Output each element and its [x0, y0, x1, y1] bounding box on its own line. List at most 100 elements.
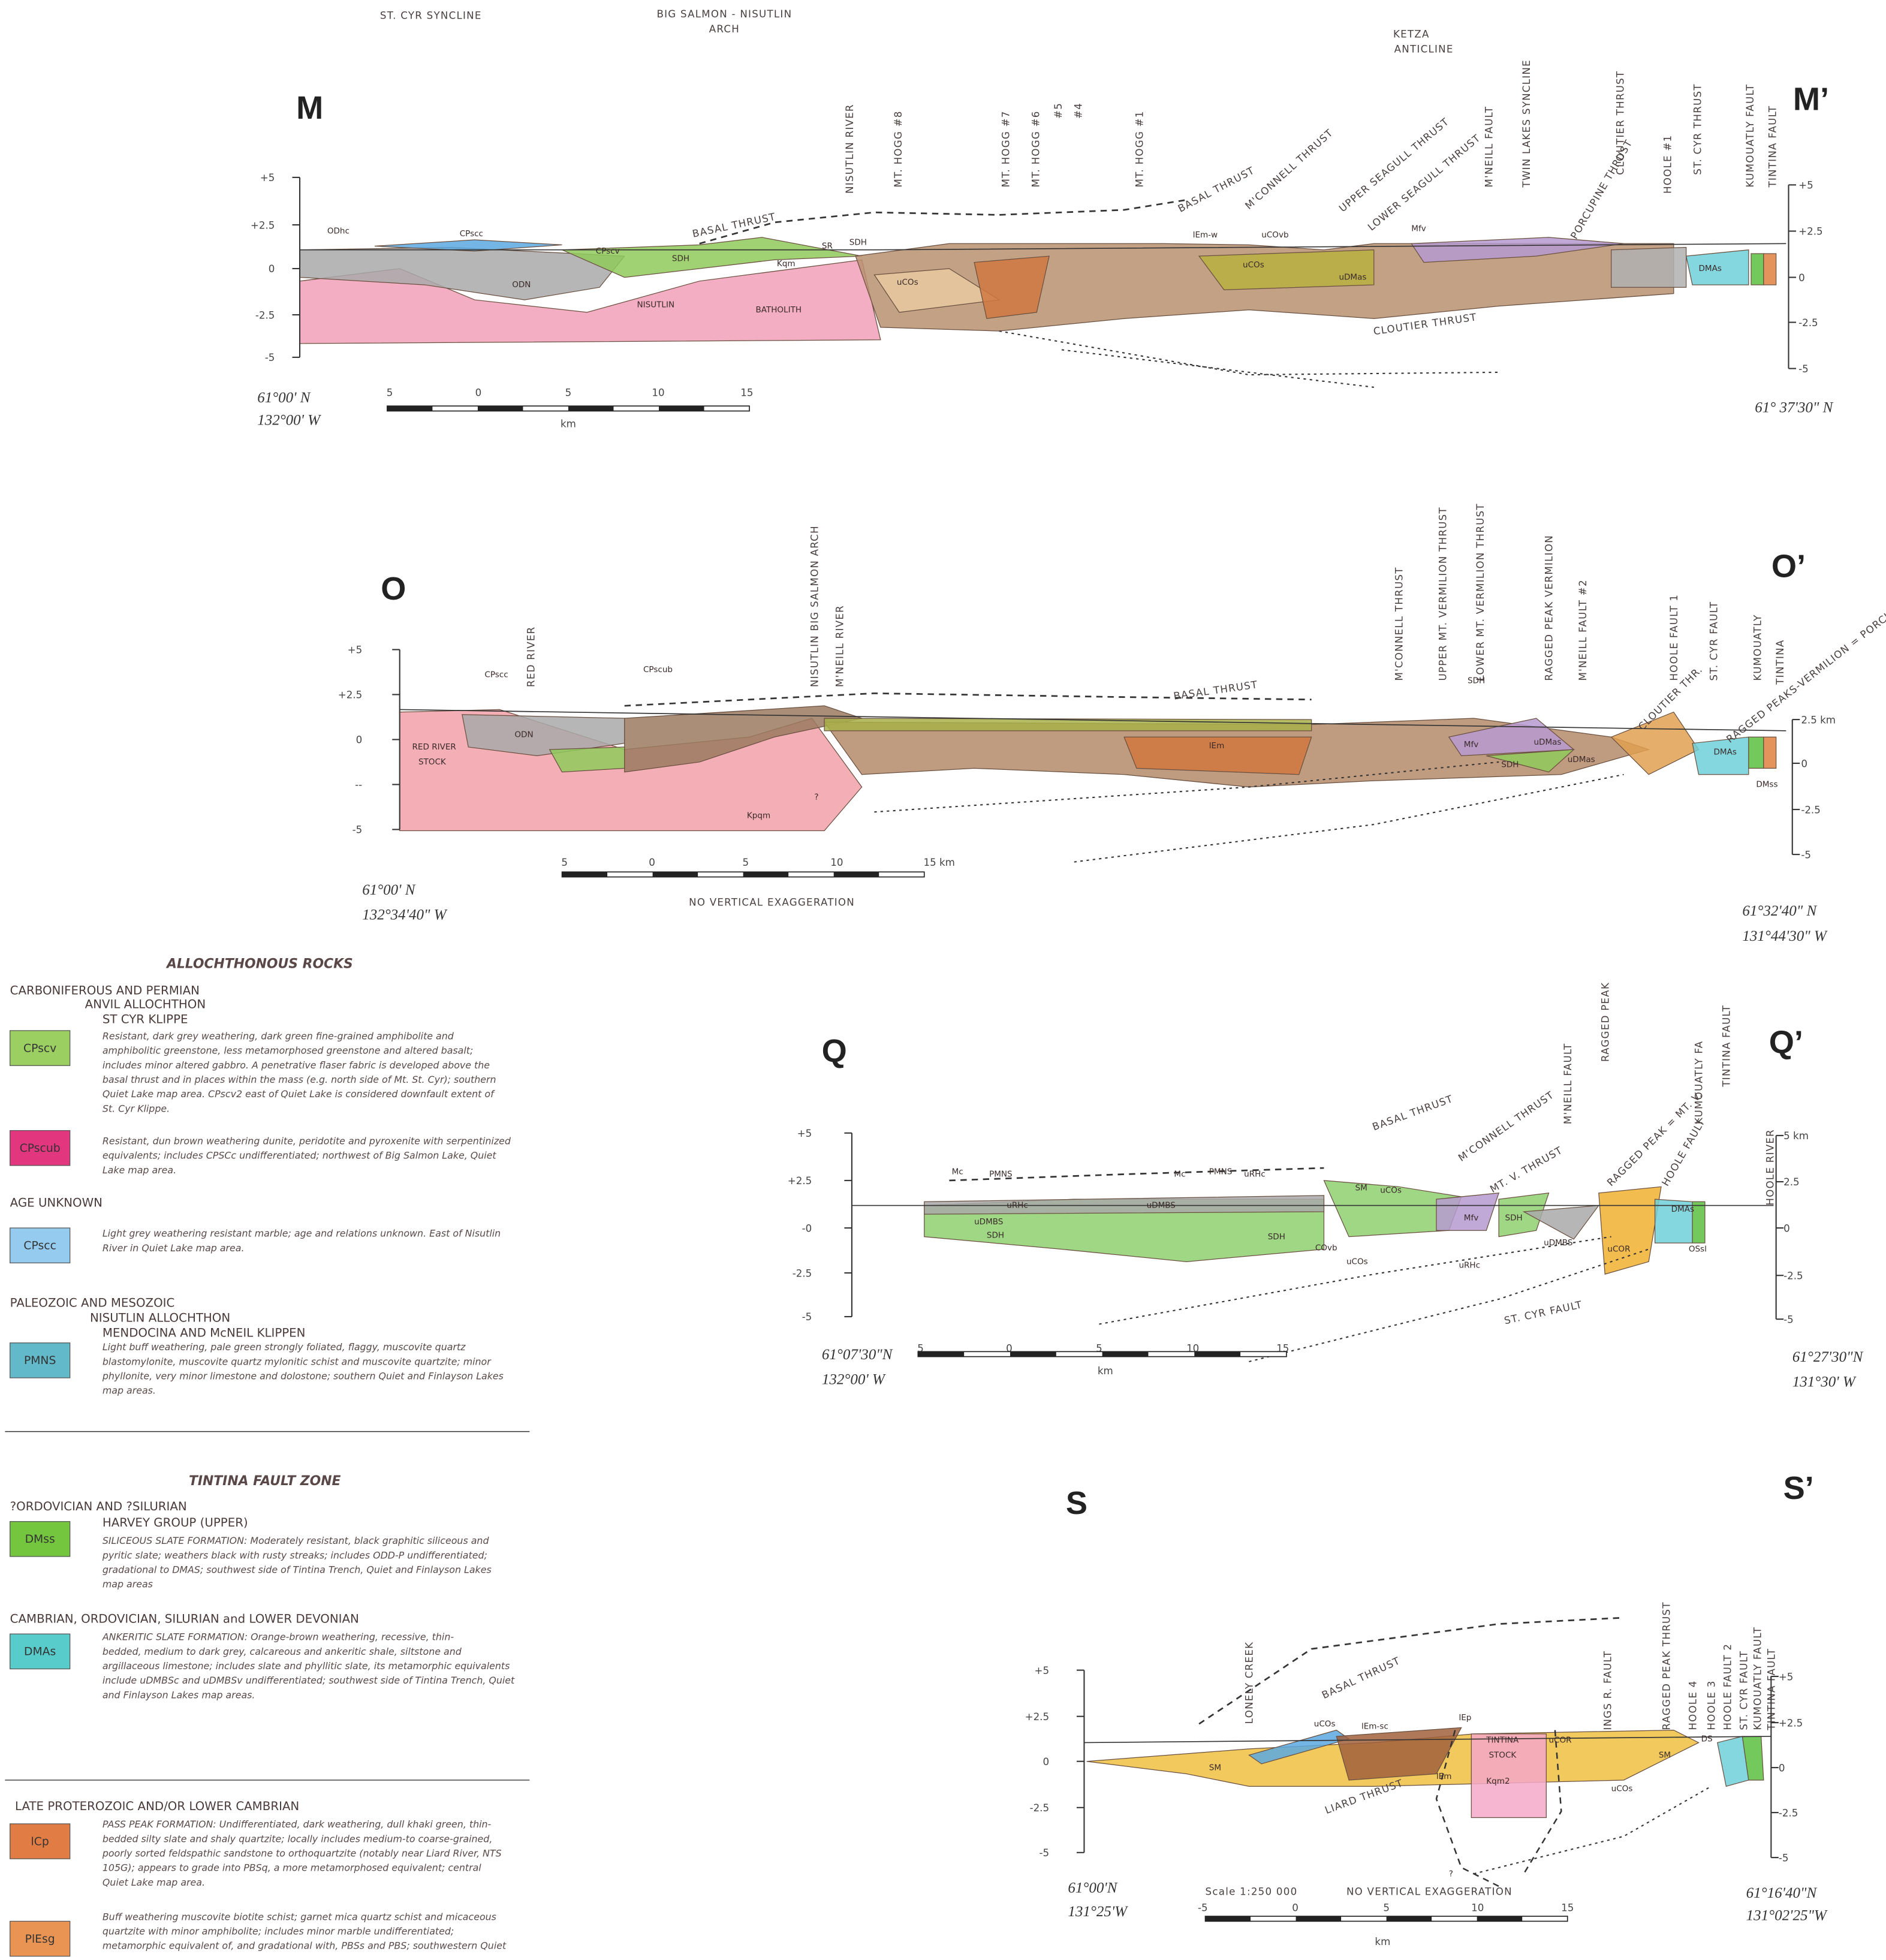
scale-bar-segment [1296, 1916, 1342, 1921]
legend-title: ALLOCHTHONOUS ROCKS [165, 957, 353, 972]
fault-label: NISUTLIN BIG SALMON ARCH [809, 525, 821, 687]
fault-label: TINTINA FAULT [1767, 106, 1779, 188]
elevation-tick-label: +5 [1779, 1671, 1794, 1682]
elevation-tick-label: +2.5 [1025, 1711, 1049, 1723]
fault-label: TWIN LAKES SYNCLINE [1521, 59, 1532, 188]
structure-label: ST. CYR SYNCLINE [380, 10, 482, 21]
elevation-tick-label: -5 [1801, 849, 1811, 860]
unit-label: PMNS [989, 1170, 1013, 1179]
legend-code: DMAs [24, 1646, 56, 1658]
unit-label: lEm [1436, 1772, 1452, 1781]
legend-description: amphibolitic greenstone, less metamorpho… [103, 1045, 473, 1056]
unit-label: uDMBS [1544, 1238, 1572, 1248]
fault-label: BASAL THRUST [1320, 1655, 1402, 1701]
elevation-tick-label: 0 [269, 263, 275, 275]
scale-tick-label: 0 [1006, 1342, 1013, 1354]
fault-label: RAGGED PEAK THRUST [1661, 1601, 1673, 1730]
unit-label: SDH [1501, 760, 1519, 769]
rock-unit [1749, 737, 1764, 768]
coordinate-label: 61° 37'30" N [1755, 400, 1833, 416]
fault-label: MT. HOGG #6 [1030, 110, 1041, 187]
legend-description: Quiet Lake map area. CPscv2 east of Quie… [103, 1088, 495, 1100]
scale-tick-label: 5 [917, 1342, 924, 1354]
coordinate-label: 132°00' W [822, 1371, 886, 1387]
cross-section-sheet: MM’ST. CYR SYNCLINEBIG SALMON - NISUTLIN… [0, 0, 1886, 1960]
fault-label: RED RIVER [526, 626, 537, 687]
fault-label: KUMOUATLY FAULT [1752, 1627, 1764, 1730]
coordinate-label: 61°00' N [362, 882, 416, 898]
elevation-tick-label: -5 [802, 1311, 812, 1323]
legend-code: DMss [25, 1533, 55, 1546]
rock-unit [1764, 737, 1776, 768]
unit-label: Mfv [1464, 740, 1478, 749]
legend-description: 105G); appears to grade into PBSq, a mor… [103, 1862, 481, 1874]
unit-label: OSsl [1689, 1245, 1707, 1254]
legend-description: Resistant, dark grey weathering, dark gr… [103, 1030, 454, 1041]
unit-label: DS [1701, 1734, 1713, 1744]
legend-description: basal thrust and in places within the ma… [103, 1074, 496, 1085]
legend-code: lCp [31, 1835, 49, 1848]
elevation-tick-label: 5 km [1783, 1130, 1809, 1142]
legend-description: metamorphic equivalent of, and gradation… [103, 1940, 507, 1952]
legend-description: bedded, medium to dark grey, calcareous … [103, 1646, 462, 1657]
structure-label: ANTICLINE [1394, 44, 1454, 55]
elevation-tick-label: 0 [356, 734, 363, 746]
unit-label: Mfv [1411, 224, 1426, 233]
legend-description: and Finlayson Lakes map areas. [103, 1689, 255, 1700]
unit-label: uDMas [1568, 755, 1595, 764]
legend-header: PALEOZOIC AND MESOZOIC [10, 1296, 175, 1309]
elevation-tick-label: -5 [1779, 1852, 1789, 1863]
unit-label: uCOvb [1261, 230, 1288, 240]
structure-label: ARCH [709, 23, 740, 35]
unit-label: NISUTLIN [637, 300, 675, 310]
legend-description: map areas. [103, 1385, 156, 1396]
scale-bar-segment [1102, 1351, 1149, 1356]
unit-label: uDMBS [1147, 1201, 1176, 1211]
fault-label: HOOLE FAULT 2 [1722, 1643, 1734, 1730]
fault-line [1062, 350, 1374, 387]
structure-label: BIG SALMON - NISUTLIN [656, 8, 792, 20]
section-note: Scale 1:250 000 [1206, 1886, 1298, 1898]
legend-description: quartzite with minor amphibolite; includ… [103, 1925, 454, 1937]
elevation-tick-label: -2.5 [1801, 804, 1820, 815]
unit-label: SM [1209, 1763, 1221, 1772]
rock-unit [1436, 1193, 1499, 1231]
elevation-tick-label: +5 [797, 1128, 812, 1139]
elevation-tick-label: +5 [260, 172, 275, 183]
fault-label: BASAL THRUST [1176, 164, 1257, 214]
scale-bar-segment [1477, 1916, 1523, 1921]
rock-unit [924, 1196, 1324, 1214]
elevation-tick-label: 0 [1779, 1762, 1785, 1774]
fault-label: LOWER SEAGULL THRUST [1366, 132, 1483, 233]
unit-label: PMNS [1209, 1167, 1233, 1176]
fault-line [1199, 1618, 1623, 1724]
fault-label: NISUTLIN RIVER [844, 104, 855, 194]
legend-description: bedded silty slate and shaly quartzite; … [103, 1833, 493, 1844]
elevation-tick-label: -2.5 [793, 1267, 812, 1279]
scale-bar-segment [834, 872, 879, 877]
scale-bar-segment [478, 406, 523, 411]
rock-unit [1599, 1187, 1661, 1274]
legend-description: blastomylonite, muscovite quartz mylonit… [103, 1356, 492, 1367]
rock-unit [1764, 254, 1776, 285]
unit-label: lEm-w [1193, 230, 1218, 240]
elevation-tick-label: +2.5 [1798, 226, 1822, 237]
fault-label: KUMOUATLY FA [1694, 1041, 1705, 1125]
legend-header: NISUTLIN ALLOCHTHON [90, 1311, 230, 1324]
unit-label: uDMas [1533, 737, 1561, 747]
fault-label: ST. CYR FAULT [1503, 1299, 1583, 1326]
coordinate-label: 61°32'40" N [1742, 903, 1817, 919]
fault-label: MT. HOGG #8 [893, 110, 904, 187]
scale-unit: km [1098, 1365, 1113, 1377]
scale-tick-label: 5 [1383, 1902, 1390, 1914]
fault-label: TINTINA [1774, 640, 1786, 685]
unit-label: Mfv [1464, 1214, 1478, 1223]
section-end-label: Q [822, 1033, 847, 1069]
rock-unit [1611, 248, 1686, 288]
unit-label: uRHc [1244, 1170, 1266, 1179]
scale-tick-label: 15 [1276, 1342, 1289, 1354]
unit-label: uCOR [1607, 1245, 1631, 1254]
unit-label: SR [822, 242, 833, 251]
legend-header: ANVIL ALLOCHTHON [85, 997, 206, 1011]
unit-label: uCOs [1380, 1186, 1402, 1196]
